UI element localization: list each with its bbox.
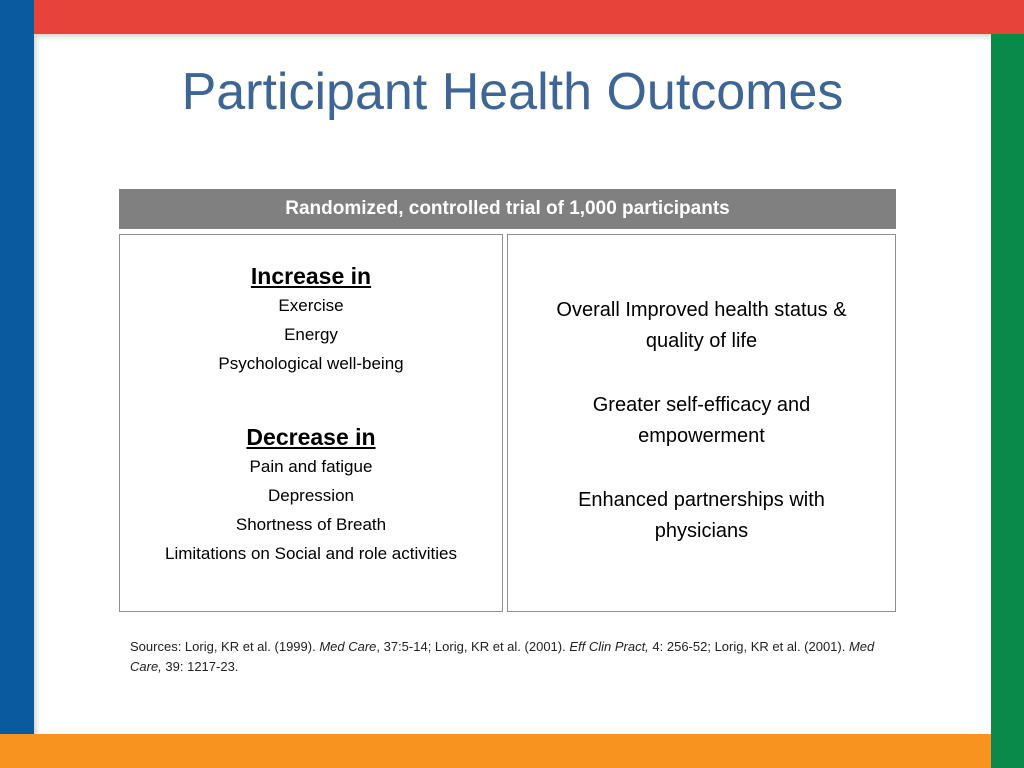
trial-header-bar: Randomized, controlled trial of 1,000 pa… — [119, 189, 896, 229]
decrease-item: Limitations on Social and role activitie… — [165, 544, 457, 563]
increase-heading: Increase in — [250, 263, 372, 289]
sources-text: , 37:5-14; Lorig, KR et al. (2001). — [376, 639, 570, 654]
outcome-item: Overall Improved health status & quality… — [556, 299, 847, 352]
frame-shadow-top — [34, 34, 991, 40]
journal-name: Med Care — [319, 639, 377, 654]
journal-name: Med Care, — [130, 639, 875, 674]
increase-item: Energy — [284, 325, 338, 344]
increase-item: Psychological well-being — [218, 354, 404, 373]
increase-item: Exercise — [278, 296, 344, 315]
outcomes-left-box: Increase in Exercise Energy Psychologica… — [119, 234, 503, 612]
bottom-accent-bar — [0, 734, 991, 768]
slide-title: Participant Health Outcomes — [181, 63, 844, 121]
left-accent-bar — [0, 0, 34, 768]
outcome-item: Greater self-efficacy and empowerment — [592, 394, 811, 447]
decrease-item: Shortness of Breath — [235, 515, 387, 534]
top-accent-bar — [34, 0, 1024, 34]
trial-header-text: Randomized, controlled trial of 1,000 pa… — [285, 198, 730, 219]
sources-citation: Sources: Lorig, KR et al. (1999). Med Ca… — [130, 637, 890, 677]
sources-prefix: Sources: Lorig, KR et al. (1999). — [130, 639, 320, 654]
right-accent-bar — [991, 34, 1024, 768]
journal-name: Eff Clin Pract, — [569, 639, 649, 654]
outcomes-right-box: Overall Improved health status & quality… — [507, 234, 896, 612]
outcome-item: Enhanced partnerships with physicians — [578, 489, 825, 542]
decrease-item: Depression — [268, 486, 354, 505]
frame-shadow-left — [34, 34, 40, 734]
sources-text: 39: 1217-23. — [161, 659, 239, 674]
sources-text: 4: 256-52; Lorig, KR et al. (2001). — [648, 639, 849, 654]
decrease-item: Pain and fatigue — [249, 457, 373, 476]
decrease-heading: Decrease in — [246, 424, 376, 450]
